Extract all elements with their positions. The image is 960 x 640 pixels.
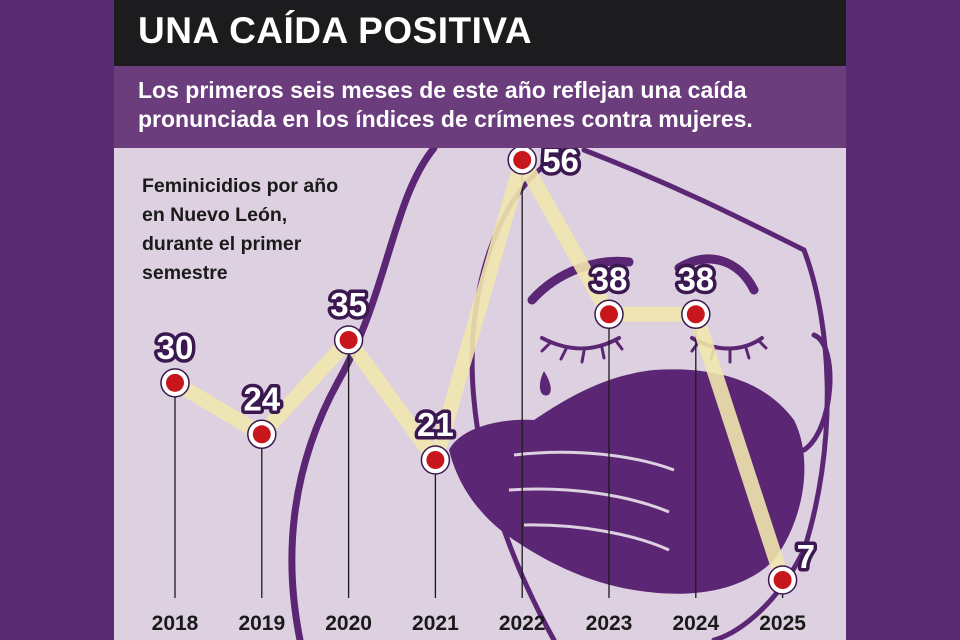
data-point xyxy=(686,305,705,324)
x-tick-label: 2023 xyxy=(586,612,633,635)
ear xyxy=(801,332,833,453)
face-outline xyxy=(711,247,830,640)
left-eye xyxy=(540,336,621,351)
infographic: 30 2018 24 2019 35 2020 21 2021 56 2022 38 2023 38 20… xyxy=(114,0,846,640)
hair-contour xyxy=(288,144,438,640)
data-label: 30 xyxy=(157,329,194,366)
chart-description-line: durante el primer xyxy=(142,233,302,255)
data-label: 21 xyxy=(417,406,454,443)
right-eyebrow xyxy=(674,254,759,295)
forehead-hairline xyxy=(581,147,807,253)
title-bar: UNA CAÍDA POSITIVA xyxy=(114,0,846,66)
data-point xyxy=(426,451,445,469)
x-tick-label: 2020 xyxy=(325,612,372,635)
data-point xyxy=(773,571,792,589)
chart-description-line: Feminicidios por año xyxy=(142,175,339,197)
chart-description-line: en Nuevo León, xyxy=(142,204,288,226)
data-point xyxy=(513,151,532,169)
data-point xyxy=(166,373,184,392)
data-label: 35 xyxy=(330,286,367,323)
chart-subtitle: Los primeros seis meses de este año refl… xyxy=(138,77,753,132)
covering-hand xyxy=(449,369,805,594)
tear xyxy=(539,371,551,396)
data-point xyxy=(339,331,358,349)
x-tick-label: 2021 xyxy=(412,612,459,635)
x-tick-label: 2019 xyxy=(238,612,285,635)
data-label: 38 xyxy=(591,260,628,297)
chart-title: UNA CAÍDA POSITIVA xyxy=(138,10,533,51)
x-tick-label: 2022 xyxy=(499,612,546,635)
chart-area: 3020182420193520202120215620223820233820… xyxy=(152,139,833,640)
data-label: 24 xyxy=(243,380,280,417)
data-point xyxy=(252,425,271,444)
hand-finger-lines xyxy=(508,450,675,552)
x-tick-label: 2024 xyxy=(672,612,719,635)
data-point xyxy=(600,305,618,324)
subtitle-bar: Los primeros seis meses de este año refl… xyxy=(114,66,846,148)
x-tick-label: 2018 xyxy=(152,612,199,635)
x-tick-label: 2025 xyxy=(759,612,806,635)
data-label: 38 xyxy=(677,260,714,297)
left-eyelashes xyxy=(540,339,624,364)
data-label: 7 xyxy=(797,538,815,575)
chart-description-line: semestre xyxy=(142,262,228,284)
